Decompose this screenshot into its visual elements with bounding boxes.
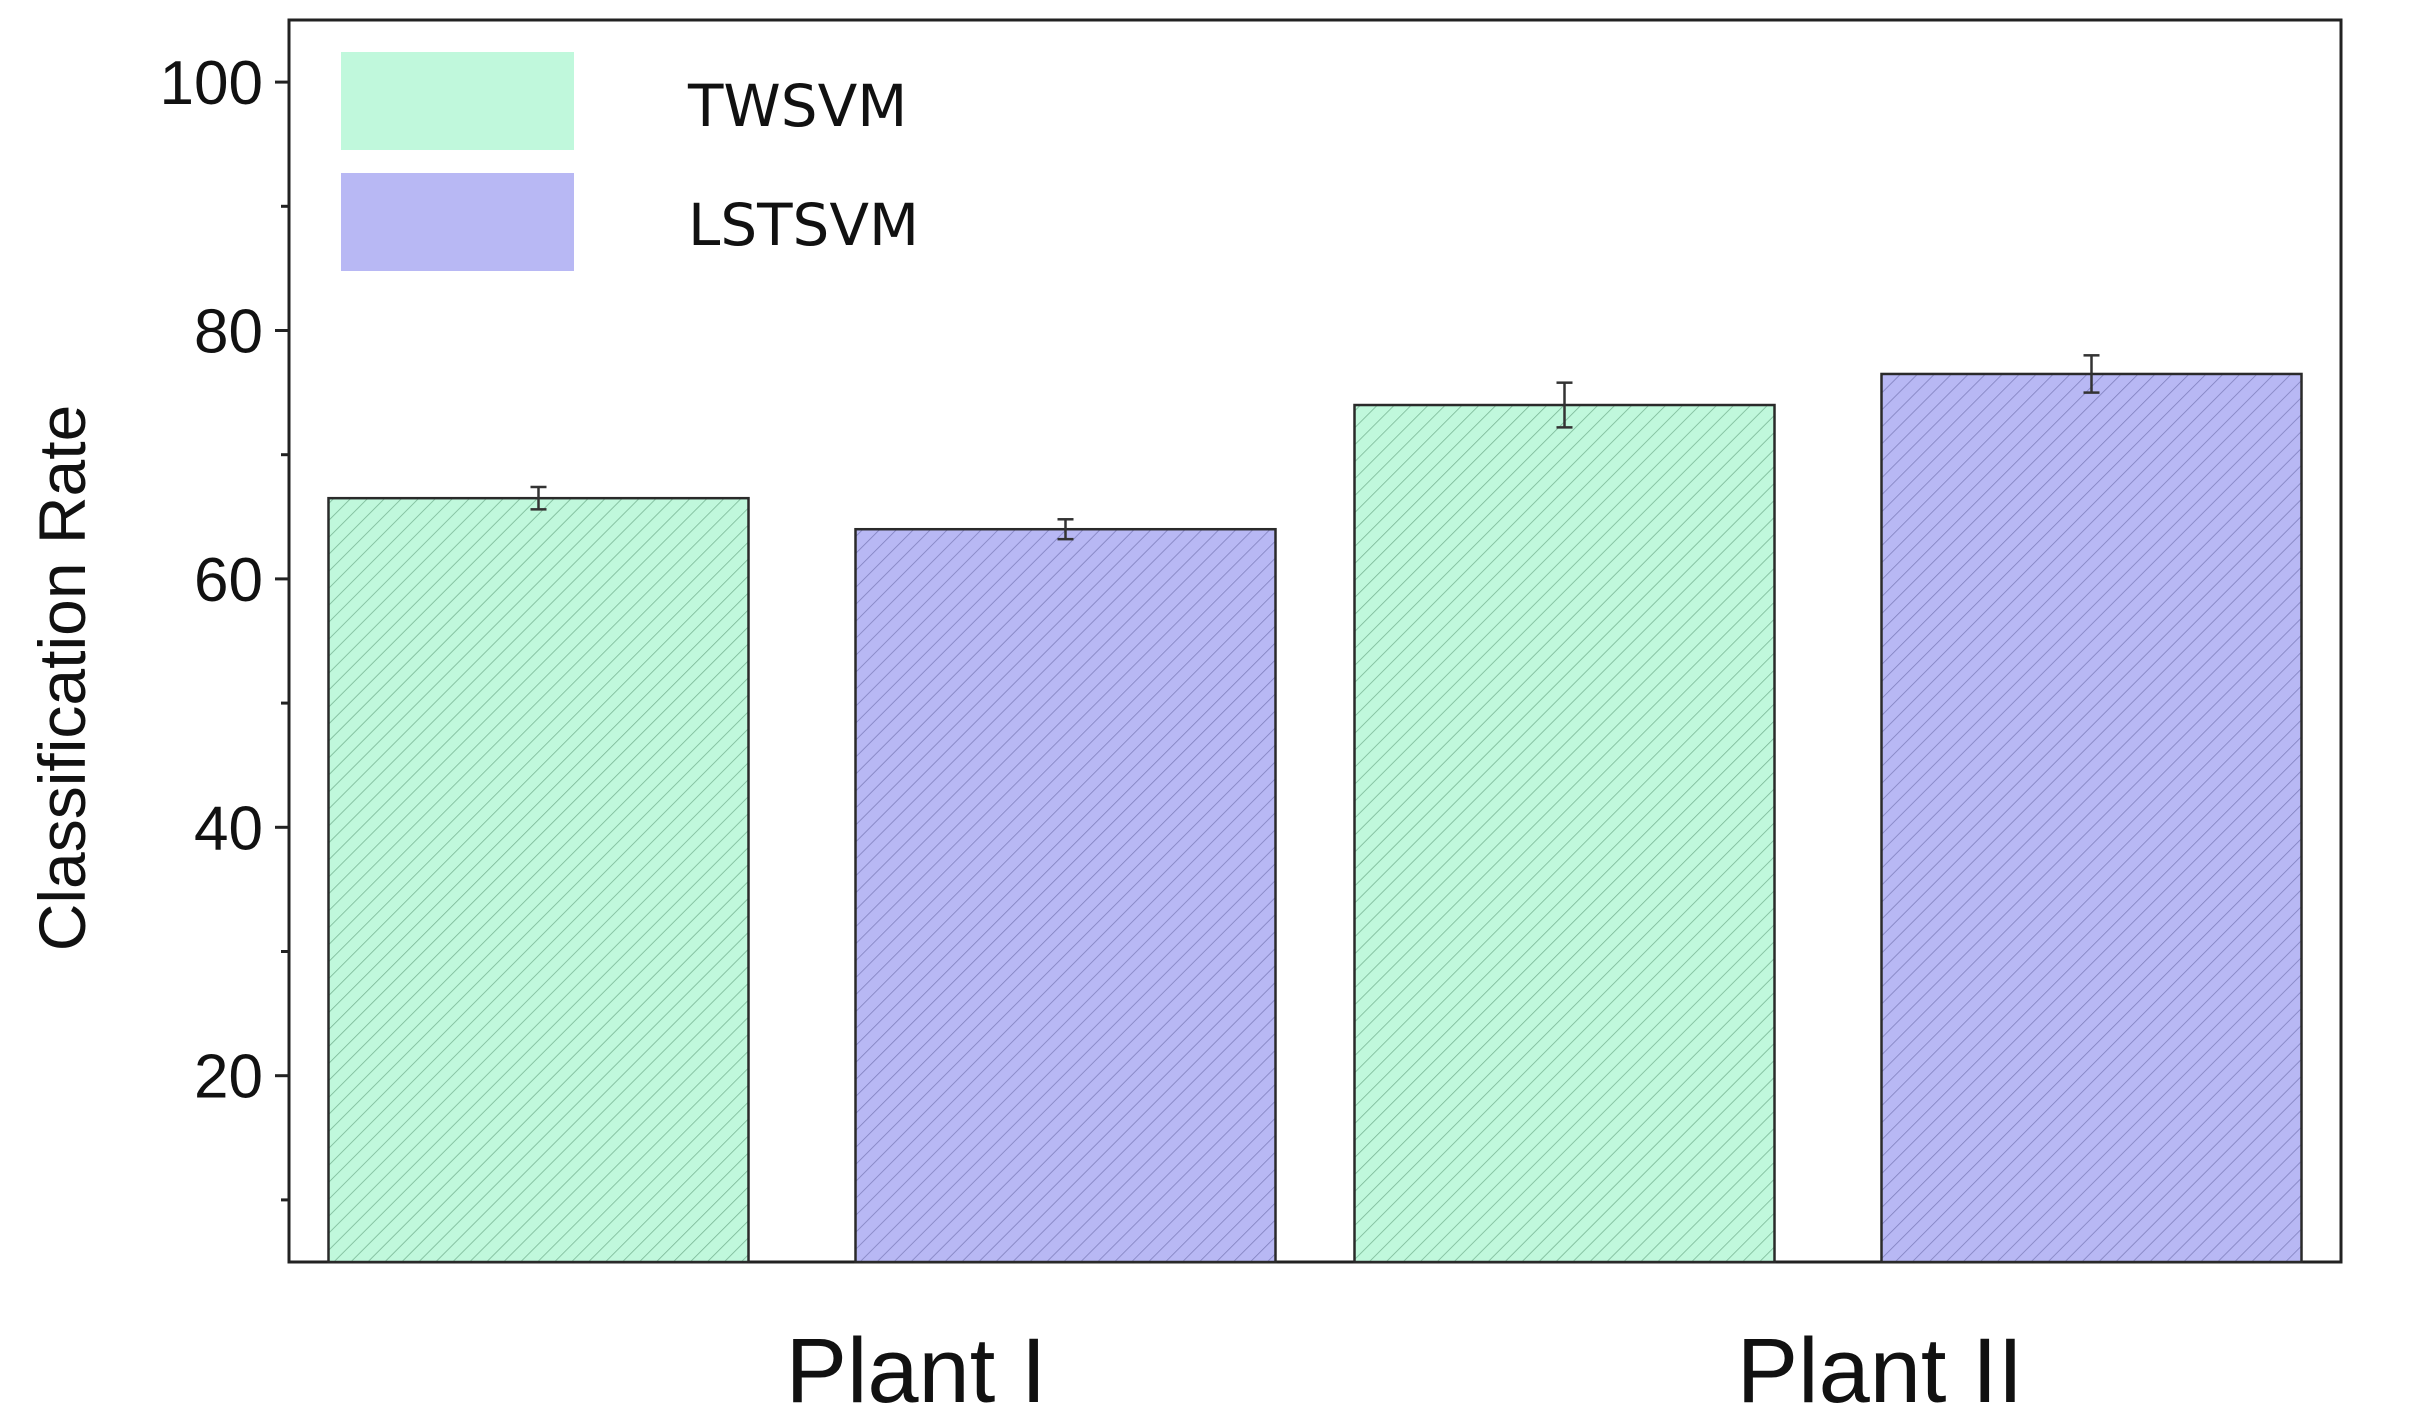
y-tick-label: 20 (194, 1043, 263, 1112)
y-tick-label: 60 (194, 546, 263, 615)
bar-hatch-twsvm-plant-i (327, 496, 750, 1264)
bar-hatch-lstsvm-plant-i (854, 527, 1277, 1264)
y-tick-label: 100 (160, 49, 263, 118)
legend-label-lstsvm: LSTSVM (688, 191, 919, 259)
legend-label-twsvm: TWSVM (687, 72, 907, 140)
x-tick-label-plant-i: Plant I (786, 1320, 1047, 1416)
y-tick-label: 40 (194, 794, 263, 863)
legend-swatch-lstsvm (341, 173, 574, 271)
y-axis: 20 40 60 80 100 (160, 49, 289, 1202)
x-tick-label-plant-ii: Plant II (1737, 1320, 2023, 1416)
bars-layer (327, 354, 2303, 1264)
y-axis-title: Classification Rate (25, 405, 99, 952)
bar-hatch-lstsvm-plant-ii (1880, 372, 2303, 1264)
y-tick-label: 80 (194, 298, 263, 367)
legend-swatch-twsvm (341, 52, 574, 150)
bar-hatch-twsvm-plant-ii (1353, 403, 1776, 1264)
legend: TWSVM LSTSVM (341, 52, 919, 271)
